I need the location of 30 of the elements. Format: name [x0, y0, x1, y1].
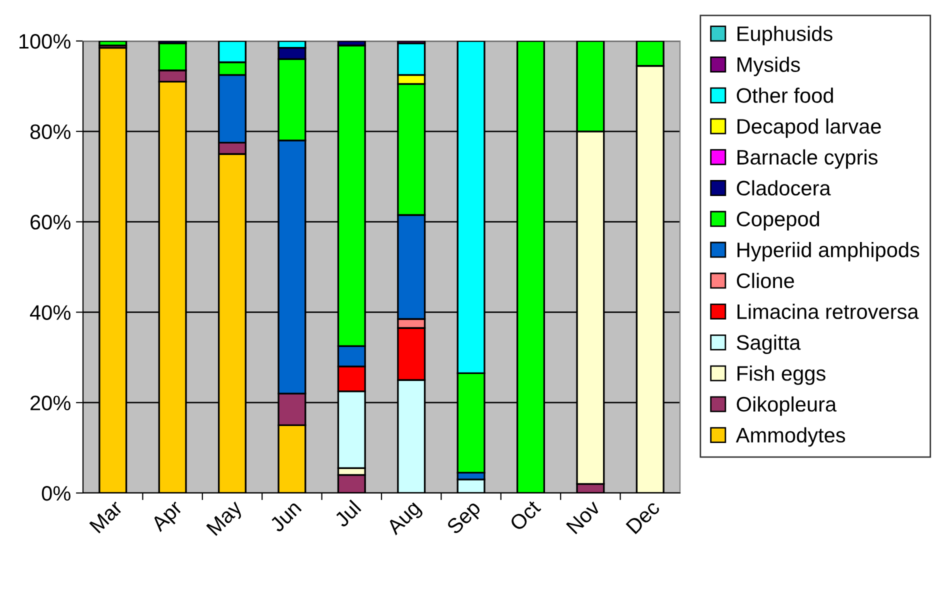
y-tick-label: 40% — [30, 305, 70, 320]
y-tick-label: 60% — [30, 214, 70, 230]
legend-label: Barnacle cypris — [738, 149, 878, 169]
y-tick-label: 0% — [42, 486, 70, 501]
y-tick-label: 20% — [30, 396, 70, 410]
x-tick-label: Nov — [566, 499, 602, 534]
x-tick-label: Aug — [386, 500, 424, 538]
y-tick-label: 100% — [20, 34, 70, 49]
y-tick-label: 80% — [30, 124, 70, 140]
legend-label: Limacina retroversa — [738, 304, 919, 320]
x-tick-label: Apr — [150, 499, 186, 536]
legend-label: Euphusids — [738, 26, 832, 46]
x-tick-label: Jul — [333, 500, 362, 528]
x-tick-label: Dec — [626, 499, 661, 534]
legend-label: Fish eggs — [738, 366, 826, 385]
legend-label: Decapod larvae — [738, 118, 881, 138]
legend-label: Other food — [736, 88, 833, 103]
x-tick-label: May — [206, 499, 246, 539]
legend-label: Sagitta — [736, 334, 801, 354]
legend-label: Mysids — [738, 56, 800, 76]
legend-label: Cladocera — [736, 180, 831, 196]
x-tick-label: Mar — [89, 499, 124, 534]
x-tick-label: Jun — [268, 500, 302, 533]
x-tick-label: Oct — [508, 499, 542, 532]
legend-label: Clione — [736, 272, 794, 288]
legend-label: Oikopleura — [736, 396, 837, 416]
legend-label: Hyperiid amphipods — [738, 242, 920, 262]
x-tick-label: Sep — [446, 500, 484, 538]
legend-label: Ammodytes — [736, 427, 846, 447]
legend-label: Copepod — [736, 211, 820, 231]
